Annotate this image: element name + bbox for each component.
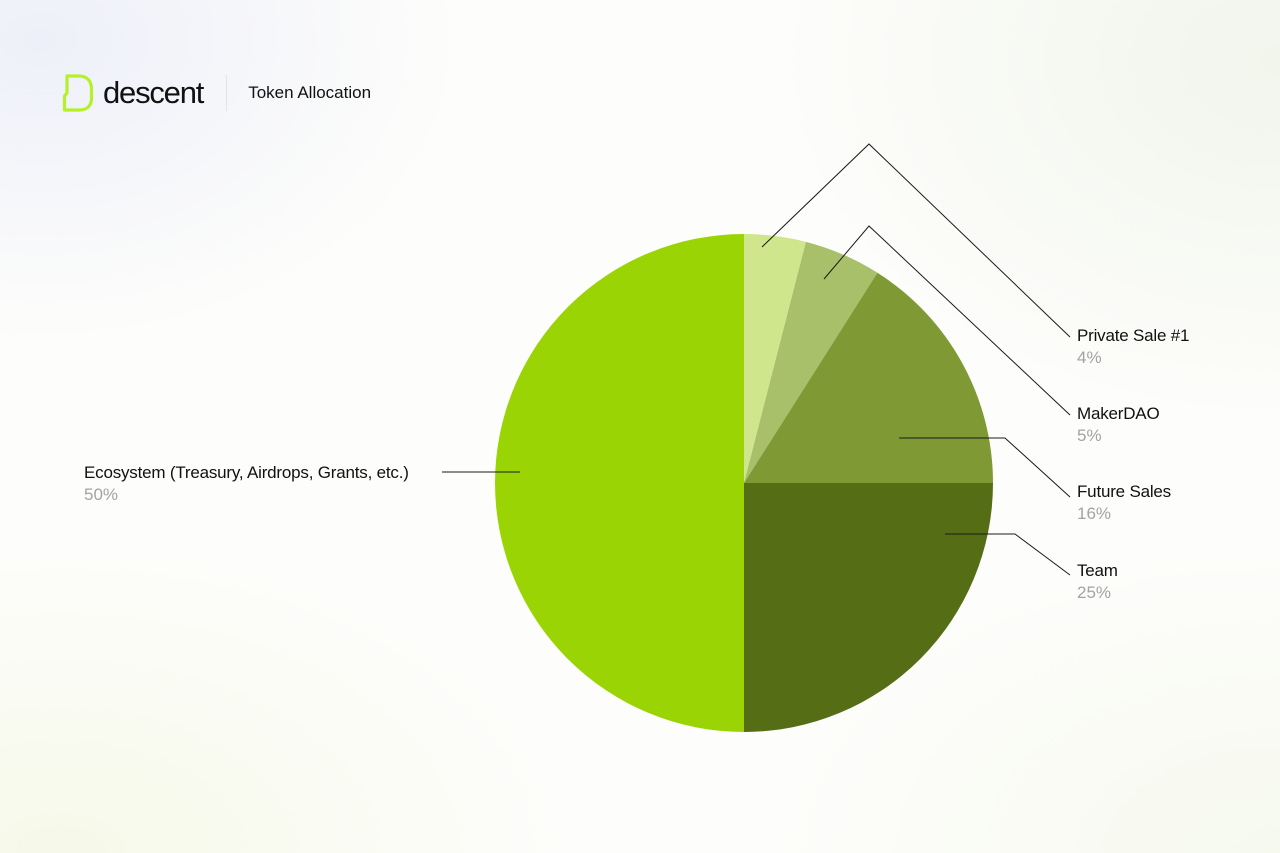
pie-slices (495, 234, 993, 732)
pie-slice-private-sale-1 (744, 234, 806, 483)
leader-line-private-sale-1 (761, 143, 1071, 338)
slice-label-makerdao: MakerDAO (1077, 404, 1159, 423)
pie-slice-ecosystem (495, 234, 744, 732)
leader-line-makerdao (823, 225, 1071, 416)
page-title: Token Allocation (248, 83, 372, 102)
brand-name: descent (103, 75, 204, 110)
header: descent Token Allocation (62, 74, 371, 112)
slice-label-team: Team (1077, 561, 1118, 580)
slice-value-makerdao: 5% (1077, 426, 1102, 445)
pie-slice-makerdao (744, 241, 878, 483)
pie-slice-team (744, 483, 993, 732)
slice-label-private-sale-1: Private Sale #1 (1077, 326, 1189, 345)
slice-label-future-sales: Future Sales (1077, 482, 1171, 501)
leader-line-future-sales (899, 437, 1071, 498)
slice-label-ecosystem: Ecosystem (Treasury, Airdrops, Grants, e… (84, 463, 409, 482)
slice-value-ecosystem: 50% (84, 485, 118, 504)
pie-slice-future-sales (744, 272, 993, 483)
slice-labels: Private Sale #1 4% MakerDAO 5% Future Sales 1… (84, 326, 1189, 602)
descent-logo-icon (62, 74, 94, 112)
slice-value-team: 25% (1077, 583, 1111, 602)
header-divider (226, 75, 228, 111)
leader-lines (442, 143, 1071, 576)
leader-line-team (945, 533, 1071, 576)
slice-value-private-sale-1: 4% (1077, 348, 1102, 367)
slice-value-future-sales: 16% (1077, 504, 1111, 523)
